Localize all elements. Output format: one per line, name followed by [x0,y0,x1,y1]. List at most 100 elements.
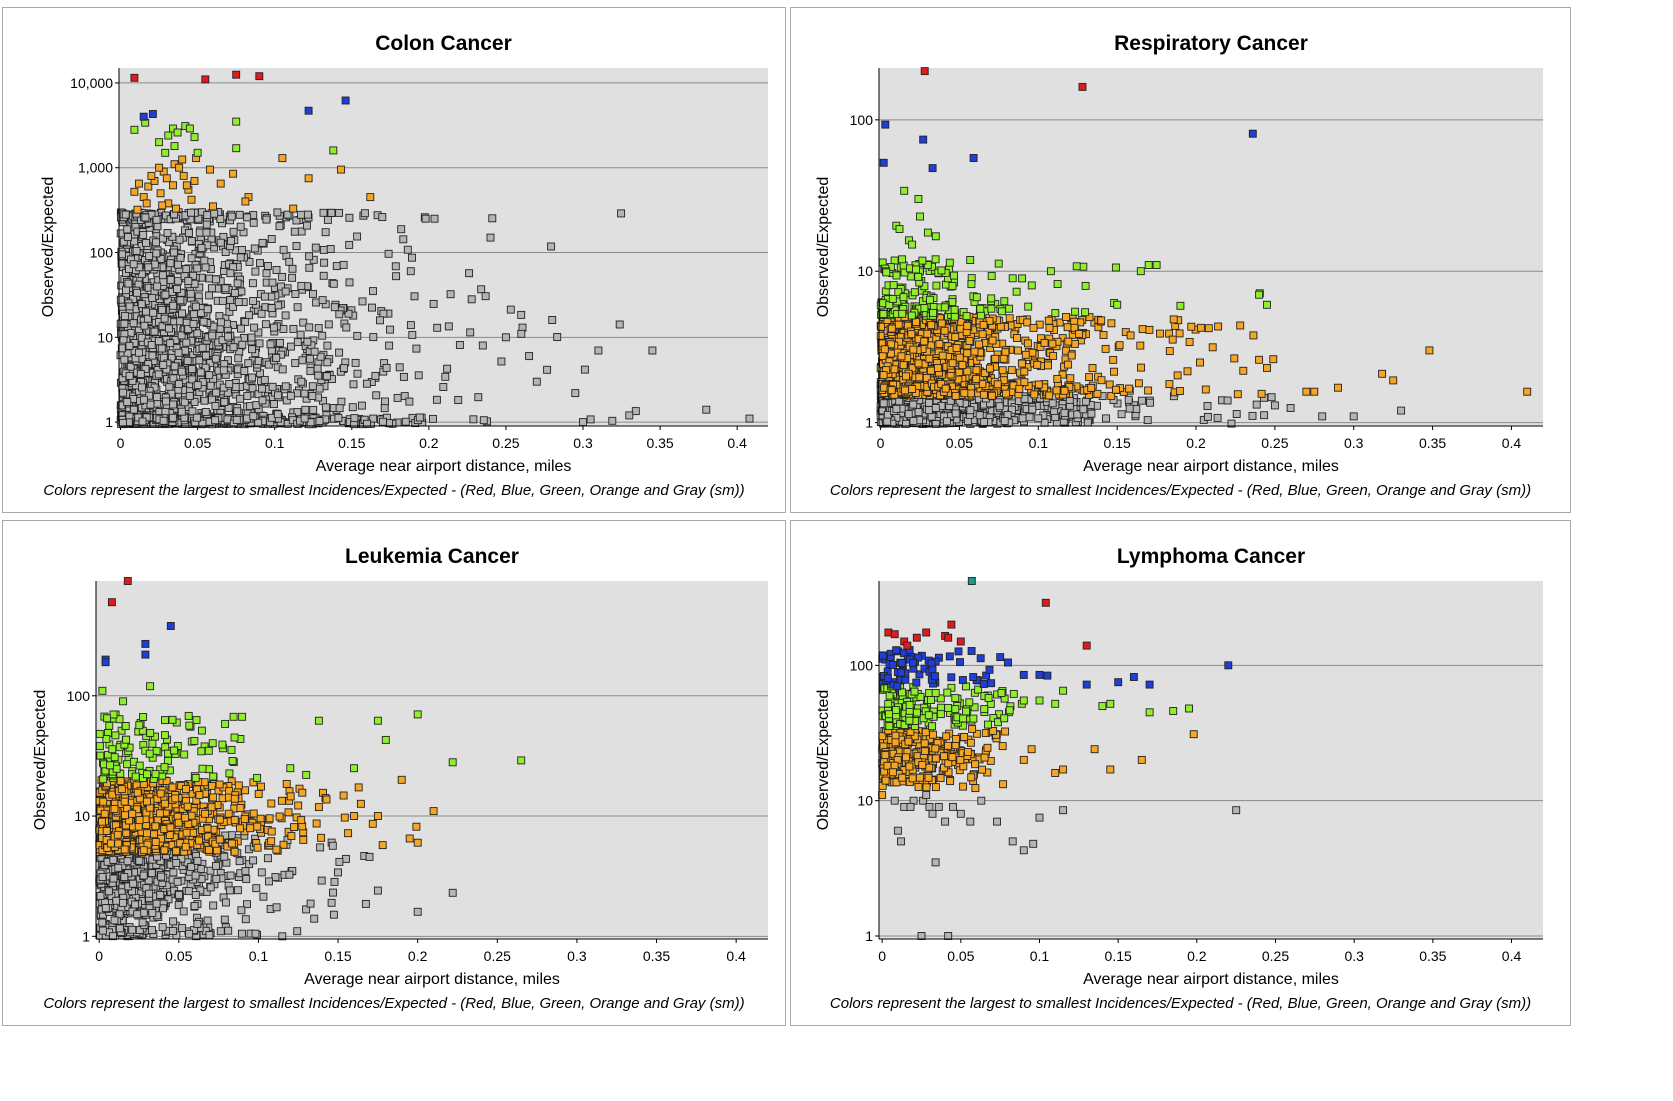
data-point-gray [263,262,272,270]
data-point-green [950,312,959,321]
data-point-gray [305,263,314,272]
data-point-gray [393,393,402,402]
data-point-orange [1168,335,1177,344]
data-point-gray [287,342,295,351]
data-point-gray [303,210,312,219]
data-point-orange [998,366,1007,375]
data-point-gray [174,260,183,269]
data-point-orange [1138,325,1147,334]
data-point-orange [1060,386,1069,395]
data-point-gray [625,411,634,420]
data-point-gray [250,323,259,332]
data-point-orange [963,321,972,330]
data-point-gray [234,354,243,363]
data-point-blue [1248,129,1257,138]
data-point-gray [116,229,125,238]
data-point-gray [286,391,295,400]
data-point-gray [257,309,266,318]
data-point-gray [368,303,376,312]
data-point-gray [481,292,490,301]
data-point-gray [249,412,258,421]
data-point-gray [316,352,325,361]
data-point-gray [160,314,169,323]
data-point-orange [991,354,1000,363]
data-point-gray [478,341,487,350]
data-point-orange [958,361,967,369]
data-point-gray [193,329,202,338]
data-point-green [130,125,139,134]
data-point-orange [1183,367,1192,376]
data-point-orange [886,349,895,358]
data-point-green [926,295,934,304]
data-point-gray [408,253,416,262]
data-point-gray [1040,418,1049,427]
data-point-gray [233,279,242,288]
data-point-gray [248,279,257,288]
data-point-gray [966,406,975,415]
data-point-green [976,304,985,313]
data-point-green [1051,309,1060,317]
data-point-gray [221,284,230,293]
data-point-gray [381,397,389,406]
data-point-gray [153,222,162,231]
data-point-gray [267,304,276,313]
chart-title: Colon Cancer [375,32,512,55]
data-point-gray [248,384,257,393]
x-tick-label: 0.35 [646,435,673,451]
data-point-gray [279,245,288,254]
data-point-gray [248,345,256,354]
data-point-orange [979,390,988,399]
data-point-gray [145,252,154,261]
data-point-gray [184,277,193,285]
data-point-orange [1105,380,1114,389]
data-point-green [155,138,164,147]
data-point-green [948,298,957,306]
data-point-gray [144,263,153,272]
data-point-orange [979,320,988,329]
data-point-gray [269,323,278,332]
data-point-orange [130,187,139,196]
data-point-green [987,271,996,280]
data-point-gray [995,402,1004,411]
data-point-orange [1023,318,1032,327]
data-point-gray [904,410,913,419]
data-point-gray [200,396,209,405]
data-point-gray [1267,393,1276,402]
data-point-gray [170,362,179,371]
data-point-orange [1137,363,1145,372]
data-point-gray [201,263,210,272]
data-point-orange [887,340,896,349]
data-point-orange [1389,376,1398,385]
data-point-gray [169,400,178,409]
data-point-orange [897,352,906,361]
data-point-blue [139,112,148,121]
data-point-green [1008,274,1017,283]
data-point-green [1071,307,1080,316]
data-point-green [1005,304,1014,313]
data-point-orange [1249,331,1258,340]
data-point-gray [227,236,235,245]
data-point-green [910,288,919,297]
data-point-gray [391,262,400,271]
data-point-gray [951,409,960,418]
data-point-orange [1269,355,1278,364]
data-point-gray [120,312,129,321]
data-point-orange [925,354,934,363]
data-point-gray [525,352,534,361]
data-point-orange [1134,379,1143,388]
data-point-gray [262,269,271,278]
data-point-gray [203,305,212,314]
data-point-gray [157,344,166,353]
data-point-gray [465,269,474,278]
data-point-orange [941,384,950,393]
data-point-gray [319,245,328,254]
data-point-gray [244,359,253,368]
data-point-orange [1523,387,1532,396]
data-point-green [1000,297,1009,306]
data-point-gray [297,377,306,386]
data-point-orange [1029,323,1038,332]
data-point-gray [153,282,162,291]
data-point-gray [403,245,412,254]
data-point-orange [920,337,929,346]
data-point-orange [289,204,298,213]
